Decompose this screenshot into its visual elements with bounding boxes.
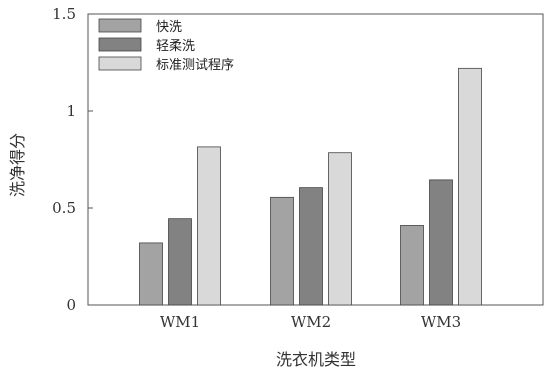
bar-wm2-series-3: [328, 152, 352, 306]
bar-wm1-series-1: [139, 242, 163, 306]
bar-wm3-series-3: [458, 67, 482, 306]
legend-swatch: [98, 56, 142, 71]
x-axis-title: 洗衣机类型: [276, 350, 356, 369]
legend-label: 轻柔洗: [156, 39, 195, 54]
y-tick-label: 0.5: [52, 199, 76, 217]
y-tick-label: 0: [66, 296, 76, 314]
y-tick-label: 1: [66, 102, 76, 120]
bar-wm1-series-3: [197, 146, 221, 306]
x-tick-label: WM1: [160, 313, 200, 331]
bar-wm1-series-2: [168, 218, 192, 306]
bar-wm3-series-2: [429, 179, 453, 306]
legend-swatch: [98, 18, 142, 33]
legend-label: 标准测试程序: [156, 58, 234, 73]
y-axis-title: 洗净得分: [8, 133, 27, 197]
legend-swatch: [98, 37, 142, 52]
bar-wm2-series-2: [299, 187, 323, 306]
bar-wm3-series-1: [400, 225, 424, 306]
x-tick-label: WM2: [291, 313, 331, 331]
x-tick-label: WM3: [421, 313, 461, 331]
legend-label: 快洗: [156, 20, 182, 35]
bar-wm2-series-1: [270, 196, 294, 306]
y-tick-label: 1.5: [52, 5, 76, 23]
